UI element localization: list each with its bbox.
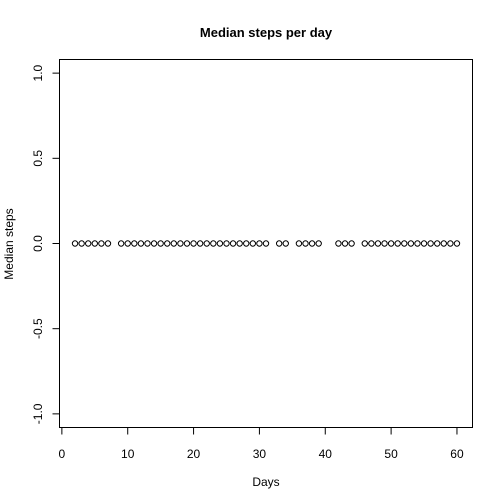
x-tick-label: 40 (319, 447, 333, 461)
data-point (137, 240, 145, 247)
data-point (368, 240, 375, 247)
x-tick-label: 10 (121, 447, 135, 461)
data-point (131, 240, 138, 247)
data-point (275, 240, 283, 247)
data-point (98, 240, 105, 247)
data-point (427, 240, 434, 247)
data-point (249, 240, 257, 247)
data-point (394, 240, 401, 247)
data-point (407, 240, 415, 247)
data-point (434, 240, 441, 247)
data-point (157, 240, 164, 247)
data-points (71, 240, 461, 247)
data-point (374, 240, 382, 247)
data-point (196, 240, 204, 247)
data-point (71, 240, 79, 247)
data-point (210, 240, 217, 247)
data-point (229, 240, 237, 247)
y-tick-label: -1.0 (31, 403, 45, 424)
x-tick-label: 60 (450, 447, 464, 461)
x-tick-label: 30 (253, 447, 267, 461)
data-point (308, 240, 316, 247)
y-axis-label: Median steps (2, 208, 16, 279)
y-tick-label: 0.0 (31, 235, 45, 252)
data-point (150, 240, 158, 247)
y-axis: -1.0 -0.5 0.0 0.5 1.0 (31, 64, 60, 424)
data-point (440, 240, 447, 247)
x-axis: 0 10 20 30 40 50 60 (59, 427, 464, 461)
y-tick-label: 1.0 (31, 64, 45, 81)
data-point (91, 240, 98, 247)
data-point (104, 240, 112, 247)
data-point (164, 240, 171, 247)
data-point (348, 240, 355, 247)
data-point (124, 240, 131, 247)
data-point (236, 240, 243, 247)
x-tick-label: 20 (187, 447, 201, 461)
data-point (295, 240, 303, 247)
x-tick-label: 50 (384, 447, 398, 461)
data-point (341, 240, 349, 247)
data-point (453, 240, 461, 247)
data-point (335, 240, 342, 247)
data-point (282, 240, 289, 247)
data-point (85, 240, 92, 247)
data-point (401, 240, 408, 247)
data-point (243, 240, 250, 247)
data-point (183, 240, 191, 247)
x-axis-label: Days (252, 475, 279, 489)
x-tick-label: 0 (59, 447, 66, 461)
data-point (170, 240, 178, 247)
data-point (447, 240, 454, 247)
data-point (177, 240, 184, 247)
data-point (216, 240, 224, 247)
data-point (256, 240, 263, 247)
data-point (420, 240, 428, 247)
y-tick-label: -0.5 (31, 318, 45, 339)
data-point (387, 240, 395, 247)
data-point (78, 240, 85, 247)
data-point (414, 240, 421, 247)
data-point (381, 240, 388, 247)
data-point (190, 240, 197, 247)
data-point (315, 240, 322, 247)
data-point (302, 240, 309, 247)
chart-title: Median steps per day (200, 25, 333, 40)
data-point (117, 240, 125, 247)
data-point (144, 240, 151, 247)
y-tick-label: 0.5 (31, 150, 45, 167)
data-point (203, 240, 210, 247)
data-point (262, 240, 270, 247)
data-point (361, 240, 368, 247)
data-point (223, 240, 230, 247)
